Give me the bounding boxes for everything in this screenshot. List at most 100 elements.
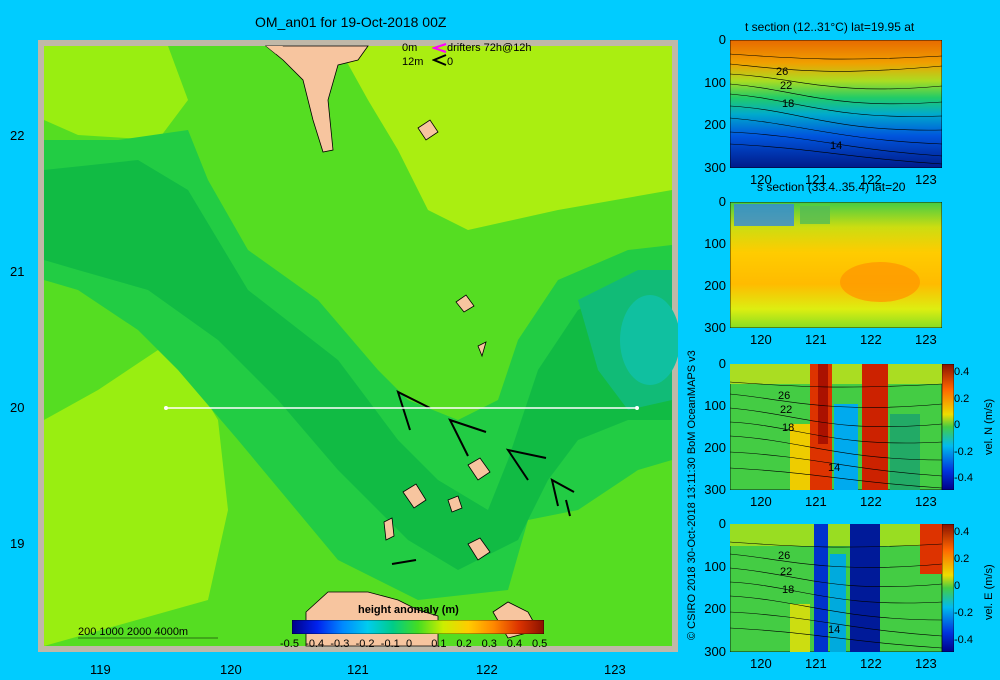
v-section-plot[interactable] bbox=[730, 364, 942, 490]
t-contour-label: 18 bbox=[782, 98, 795, 110]
lon-tick: 120 bbox=[750, 656, 772, 671]
s-section-plot[interactable] bbox=[730, 202, 942, 328]
lon-tick: 122 bbox=[860, 332, 882, 347]
lon-tick: 122 bbox=[860, 656, 882, 671]
vel-colorbar-tick: 0.2 bbox=[954, 392, 970, 405]
vel-n-colorbar bbox=[942, 364, 954, 490]
field-level-0.2 bbox=[338, 46, 672, 230]
v-contour-label: 26 bbox=[778, 390, 791, 402]
lon-tick: 120 bbox=[750, 332, 772, 347]
section-line-start bbox=[164, 406, 168, 410]
black-arrow-icon bbox=[432, 54, 447, 66]
depth-tick: 300 bbox=[704, 482, 726, 497]
u-contour-label: 18 bbox=[782, 584, 795, 596]
vel-e-colorbar bbox=[942, 524, 954, 652]
lon-tick: 121 bbox=[805, 494, 827, 509]
credit-text: © CSIRO 2018 30-Oct-2018 13:11:30 BoM Oc… bbox=[686, 350, 698, 640]
colorbar-tick: -0.4 bbox=[305, 638, 325, 650]
vel-colorbar-tick: -0.2 bbox=[954, 445, 973, 458]
colorbar-tick: 0.1 bbox=[431, 638, 447, 650]
magenta-arrow-icon bbox=[432, 43, 447, 53]
lon-tick: 123 bbox=[915, 172, 937, 187]
vel-e-label: vel. E (m/s) bbox=[983, 564, 995, 620]
colorbar-title: height anomaly (m) bbox=[358, 604, 459, 616]
lat-tick: 21 bbox=[10, 264, 25, 279]
field-level-0.2 bbox=[44, 46, 188, 140]
land bbox=[266, 46, 283, 54]
colorbar-tick: -0.5 bbox=[280, 638, 299, 650]
u-contour-label: 14 bbox=[828, 624, 841, 636]
vel-colorbar-tick: 0.4 bbox=[954, 526, 970, 538]
vel-colorbar-tick: 0.2 bbox=[954, 553, 970, 565]
island bbox=[447, 495, 463, 513]
legend-zero: 0 bbox=[447, 56, 454, 68]
lon-tick: 123 bbox=[604, 662, 626, 677]
t-contour-label: 22 bbox=[780, 80, 793, 92]
v-contour-label: 14 bbox=[828, 462, 841, 474]
depth-contour-legend: 200 1000 2000 4000m bbox=[78, 626, 189, 638]
colorbar-tick: 0.2 bbox=[456, 638, 472, 650]
section-line-end bbox=[635, 406, 639, 410]
height-anomaly-map[interactable] bbox=[38, 40, 678, 652]
island bbox=[455, 294, 475, 313]
u-contour-label: 22 bbox=[780, 566, 793, 578]
depth-tick: 300 bbox=[704, 320, 726, 335]
colorbar-ticks: -0.5 -0.4 -0.3 -0.2 -0.1 0 0.1 0.2 0.3 0.4 0.5 bbox=[280, 638, 560, 654]
lon-tick: 119 bbox=[90, 662, 111, 677]
island bbox=[402, 483, 427, 509]
depth-tick: 0 bbox=[718, 32, 726, 47]
colorbar-tick: -0.1 bbox=[380, 638, 400, 650]
lat-tick: 22 bbox=[10, 128, 25, 143]
depth-tick: 200 bbox=[704, 440, 726, 455]
drifter-tracks bbox=[391, 390, 575, 565]
depth-tick: 0 bbox=[718, 194, 726, 209]
island bbox=[467, 457, 491, 481]
t-section-plot[interactable] bbox=[730, 40, 942, 168]
v-contour-label: 22 bbox=[780, 404, 793, 416]
lon-tick: 122 bbox=[860, 172, 882, 187]
depth-tick: 0 bbox=[718, 356, 726, 371]
depth-tick: 300 bbox=[704, 644, 726, 659]
lon-tick: 122 bbox=[476, 662, 498, 677]
s-section-title: s section (33.4..35.4) lat=20 bbox=[757, 180, 906, 194]
depth-tick: 100 bbox=[704, 236, 726, 251]
island bbox=[467, 537, 491, 561]
field-level-0.2 bbox=[44, 350, 228, 646]
depth-tick: 100 bbox=[704, 398, 726, 413]
lat-tick: 19 bbox=[10, 536, 25, 551]
t-contour-label: 26 bbox=[776, 66, 789, 78]
lon-tick: 123 bbox=[915, 656, 937, 671]
lon-tick: 121 bbox=[347, 662, 369, 677]
island bbox=[477, 341, 487, 358]
colorbar-tick: 0 bbox=[406, 638, 413, 650]
u-contour-label: 26 bbox=[778, 550, 791, 562]
u-section-plot[interactable] bbox=[730, 524, 942, 652]
vel-colorbar-tick: -0.4 bbox=[954, 472, 973, 484]
vel-colorbar-tick: -0.2 bbox=[954, 607, 973, 619]
colorbar-tick: 0.4 bbox=[506, 638, 523, 650]
depth-tick: 300 bbox=[704, 160, 726, 175]
vel-colorbar-tick: 0.4 bbox=[954, 366, 970, 378]
vel-colorbar-tick: 0 bbox=[954, 580, 961, 592]
island bbox=[383, 517, 395, 541]
depth-tick: 200 bbox=[704, 117, 726, 133]
vel-colorbar-tick: -0.4 bbox=[954, 634, 973, 646]
depth-tick: 200 bbox=[704, 601, 726, 617]
depth-tick: 100 bbox=[704, 558, 726, 574]
height-colorbar bbox=[292, 620, 544, 634]
colorbar-tick: 0.3 bbox=[481, 638, 497, 650]
lon-tick: 120 bbox=[750, 494, 772, 509]
vel-colorbar-tick: 0 bbox=[954, 419, 961, 431]
t-contour-label: 14 bbox=[830, 140, 843, 152]
lon-tick: 120 bbox=[750, 172, 772, 187]
depth-tick: 100 bbox=[704, 74, 726, 90]
land-taiwan bbox=[264, 45, 369, 153]
lon-tick: 120 bbox=[220, 662, 242, 677]
colorbar-tick: 0.5 bbox=[532, 638, 548, 650]
lon-tick: 123 bbox=[915, 494, 937, 509]
legend-depth-0m: 0m bbox=[402, 42, 418, 54]
depth-tick: 0 bbox=[718, 516, 726, 531]
island bbox=[417, 119, 439, 141]
colorbar-tick: -0.2 bbox=[355, 638, 375, 650]
lon-tick: 123 bbox=[915, 332, 937, 347]
